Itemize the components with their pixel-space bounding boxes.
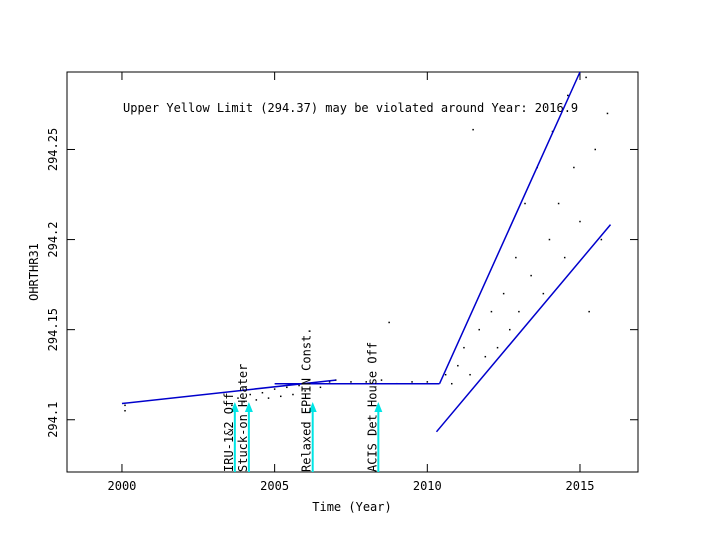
data-point xyxy=(292,393,294,396)
data-point xyxy=(594,148,597,151)
data-point xyxy=(273,388,276,390)
data-point xyxy=(469,373,471,376)
data-point xyxy=(496,346,499,349)
data-point xyxy=(255,399,258,401)
data-point xyxy=(304,390,306,392)
data-point xyxy=(444,373,447,376)
data-point xyxy=(365,381,367,383)
data-point xyxy=(600,238,603,241)
y-tick-label: 294.1 xyxy=(46,402,60,438)
data-point xyxy=(563,256,566,259)
data-point xyxy=(472,128,474,131)
data-point xyxy=(380,379,383,381)
y-axis-label: OHRTHR31 xyxy=(27,243,41,301)
annotation-label: ACIS Det House Off xyxy=(365,342,379,472)
data-point xyxy=(426,381,429,383)
annotation-arrowhead xyxy=(244,402,253,412)
data-point xyxy=(450,382,453,385)
annotation-arrowhead xyxy=(374,402,383,412)
data-point xyxy=(457,364,459,367)
data-point xyxy=(261,391,264,394)
data-point xyxy=(267,397,270,399)
data-point xyxy=(237,397,239,399)
data-point xyxy=(509,328,511,331)
data-point xyxy=(573,166,575,169)
annotation-arrowhead xyxy=(308,402,317,412)
data-point xyxy=(490,310,493,313)
message: Upper Yellow Limit (294.37) may be viola… xyxy=(123,101,578,115)
data-point xyxy=(606,112,609,115)
data-point xyxy=(388,321,390,324)
data-point xyxy=(279,395,282,398)
x-axis-label: Time (Year) xyxy=(312,500,391,514)
data-point xyxy=(502,292,505,295)
x-tick-label: 2015 xyxy=(566,479,595,493)
data-point xyxy=(124,404,126,407)
data-point xyxy=(350,381,352,383)
data-point xyxy=(249,393,251,396)
data-point xyxy=(530,274,532,277)
data-point xyxy=(298,384,300,387)
annotation-label: IRU-1&2 Off xyxy=(222,393,236,472)
y-tick-label: 294.15 xyxy=(46,308,60,351)
y-tick-label: 294.25 xyxy=(46,128,60,171)
data-point xyxy=(588,310,590,313)
data-point xyxy=(542,292,545,295)
data-point xyxy=(585,76,587,79)
data-point xyxy=(319,386,322,389)
data-point xyxy=(411,381,413,383)
data-point xyxy=(524,202,526,205)
annotation-label: Relaxed EPHIN Const. xyxy=(300,328,314,473)
data-point xyxy=(124,409,126,412)
trend-line xyxy=(438,71,581,385)
x-tick-label: 2000 xyxy=(108,479,137,493)
annotation-arrowhead xyxy=(230,402,239,412)
data-point xyxy=(478,328,480,331)
data-point xyxy=(515,256,517,259)
x-tick-label: 2010 xyxy=(413,479,442,493)
plot-frame xyxy=(66,71,639,473)
trend-line xyxy=(435,224,612,433)
data-point xyxy=(286,386,288,389)
data-point xyxy=(557,202,560,205)
data-point xyxy=(518,310,520,313)
data-point xyxy=(484,355,487,358)
data-point xyxy=(231,404,233,407)
data-point xyxy=(567,94,569,97)
data-point xyxy=(579,220,581,223)
data-point xyxy=(548,238,551,241)
data-point xyxy=(463,346,465,349)
data-point xyxy=(243,400,245,403)
x-tick-label: 2005 xyxy=(260,479,289,493)
y-tick-label: 294.2 xyxy=(46,222,60,258)
data-point xyxy=(328,381,331,383)
annotation-label: Stuck-on Heater xyxy=(236,364,250,472)
